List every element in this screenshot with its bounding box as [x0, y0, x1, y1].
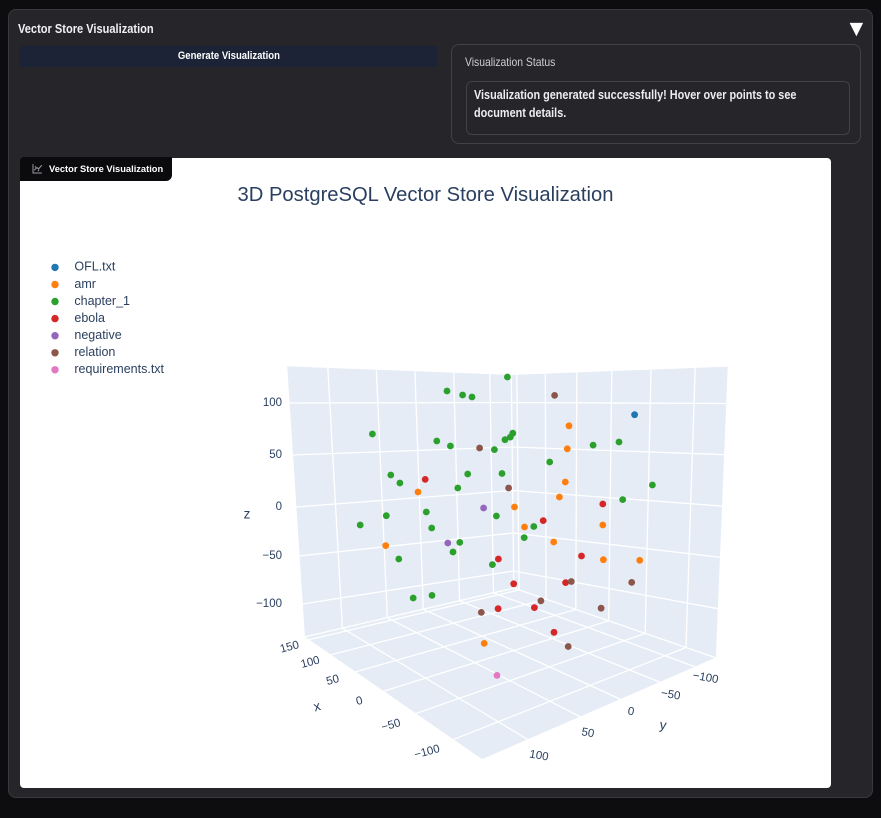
- svg-text:100: 100: [299, 654, 321, 671]
- svg-text:50: 50: [325, 673, 340, 688]
- svg-text:100: 100: [263, 397, 282, 409]
- svg-text:−100: −100: [256, 598, 282, 610]
- svg-text:−100: −100: [413, 743, 441, 761]
- svg-text:−50: −50: [660, 687, 681, 702]
- svg-text:ebola: ebola: [74, 311, 105, 325]
- svg-text:x: x: [312, 698, 323, 714]
- svg-text:100: 100: [528, 748, 549, 763]
- svg-text:−50: −50: [380, 717, 402, 734]
- svg-text:y: y: [658, 717, 667, 733]
- svg-text:−100: −100: [692, 670, 720, 686]
- svg-text:chapter_1: chapter_1: [74, 294, 130, 308]
- svg-text:0: 0: [355, 695, 364, 708]
- svg-text:relation: relation: [74, 345, 115, 359]
- svg-text:z: z: [244, 507, 251, 522]
- svg-text:OFL.txt: OFL.txt: [74, 260, 116, 274]
- svg-text:−50: −50: [262, 550, 282, 562]
- svg-text:amr: amr: [74, 277, 96, 291]
- svg-text:0: 0: [276, 501, 282, 513]
- svg-text:0: 0: [627, 706, 635, 719]
- svg-text:negative: negative: [74, 328, 121, 342]
- svg-text:50: 50: [269, 449, 282, 461]
- svg-text:requirements.txt: requirements.txt: [74, 362, 164, 376]
- svg-text:3D PostgreSQL Vector Store Vis: 3D PostgreSQL Vector Store Visualization: [238, 184, 614, 206]
- svg-text:50: 50: [580, 726, 595, 740]
- svg-text:150: 150: [279, 639, 301, 656]
